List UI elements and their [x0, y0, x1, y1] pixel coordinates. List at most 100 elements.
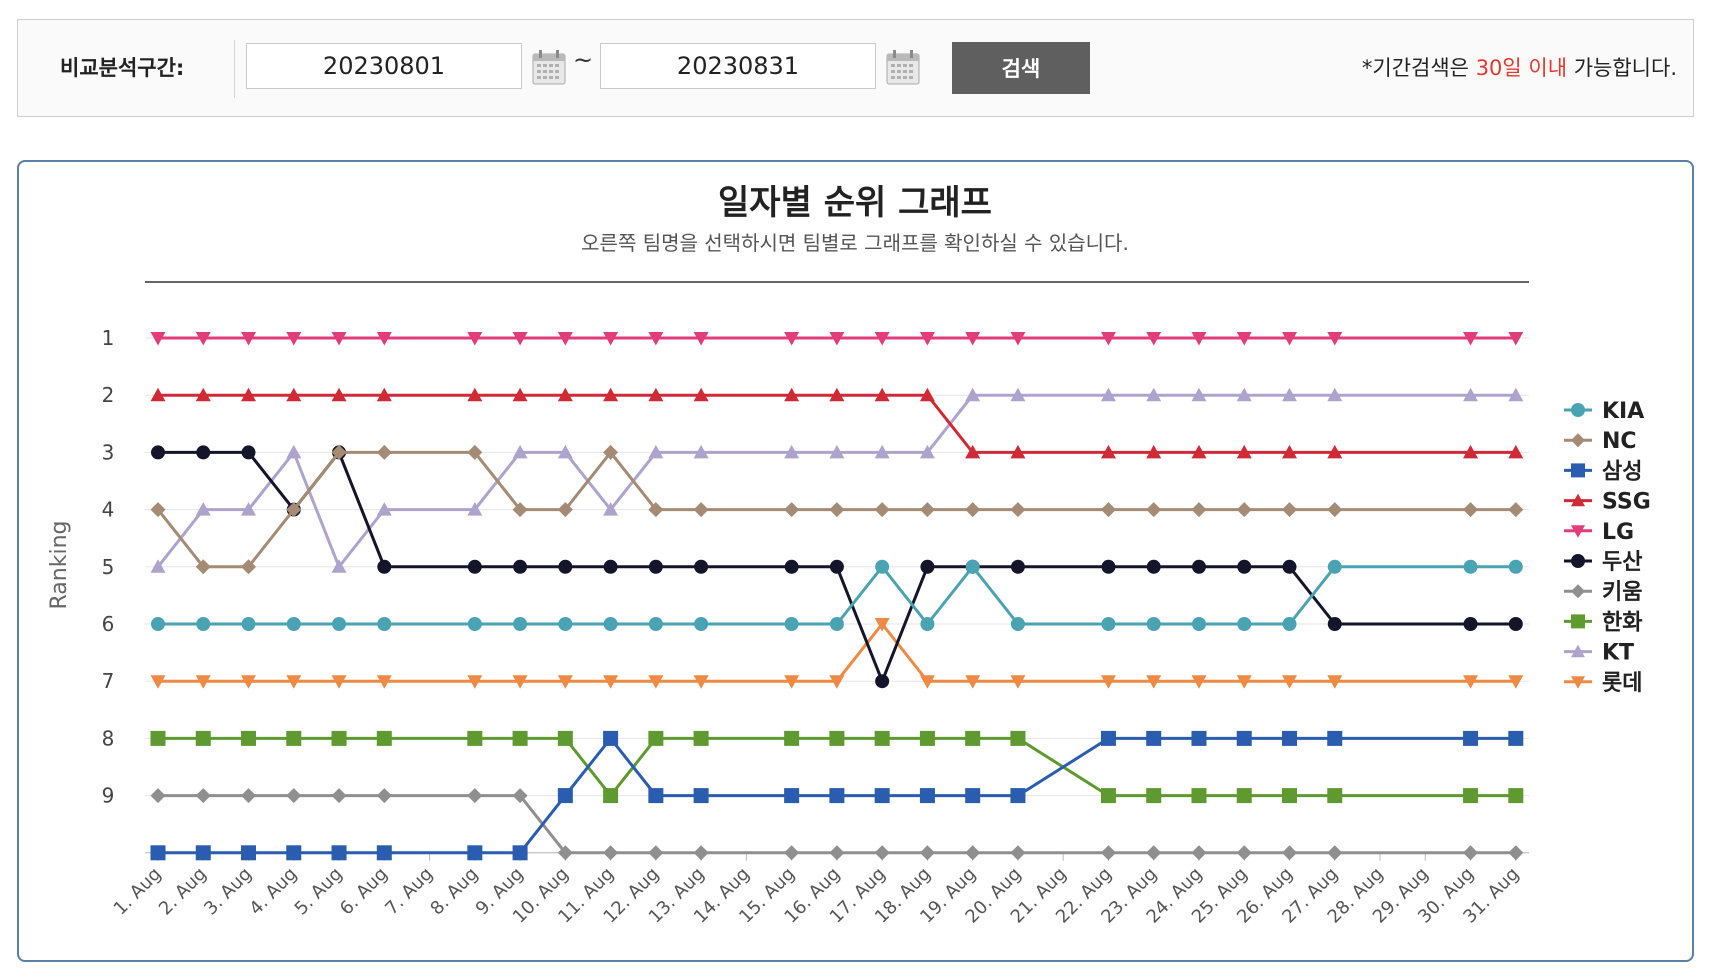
data-point[interactable] [784, 444, 800, 459]
data-point[interactable] [693, 730, 709, 746]
data-point[interactable] [1191, 730, 1207, 746]
data-point[interactable] [512, 675, 528, 689]
data-point[interactable] [1282, 444, 1297, 459]
data-point[interactable] [467, 845, 483, 861]
data-point[interactable] [1191, 444, 1207, 459]
data-point[interactable] [694, 617, 709, 631]
legend-item-키움[interactable]: 키움 [1564, 580, 1642, 605]
data-point[interactable] [1282, 675, 1297, 689]
data-point[interactable] [1327, 617, 1342, 631]
data-point[interactable] [331, 387, 347, 402]
data-point[interactable] [693, 387, 709, 402]
data-point[interactable] [1508, 845, 1524, 861]
data-point[interactable] [1191, 788, 1207, 804]
series-LG[interactable] [150, 332, 1524, 346]
data-point[interactable] [331, 559, 347, 573]
data-point[interactable] [1571, 403, 1585, 417]
data-point[interactable] [648, 502, 664, 518]
data-point[interactable] [784, 502, 800, 518]
series-line[interactable] [158, 450, 1516, 683]
data-point[interactable] [376, 502, 392, 516]
data-point[interactable] [1282, 502, 1297, 518]
data-point[interactable] [919, 788, 935, 804]
data-point[interactable] [1146, 387, 1162, 402]
data-point[interactable] [693, 788, 709, 804]
data-point[interactable] [1327, 845, 1343, 861]
data-point[interactable] [829, 675, 845, 689]
data-point[interactable] [286, 675, 302, 689]
data-point[interactable] [1463, 502, 1479, 518]
data-point[interactable] [241, 387, 257, 402]
data-point[interactable] [874, 788, 890, 804]
data-point[interactable] [1571, 463, 1585, 478]
data-point[interactable] [919, 675, 935, 689]
data-point[interactable] [1463, 788, 1479, 804]
data-point[interactable] [1101, 617, 1116, 631]
series-두산[interactable] [151, 445, 1523, 689]
legend-label[interactable]: LG [1602, 520, 1634, 545]
data-point[interactable] [875, 674, 890, 689]
data-point[interactable] [195, 730, 211, 746]
data-point[interactable] [1236, 387, 1252, 402]
data-point[interactable] [557, 675, 573, 689]
data-point[interactable] [1146, 730, 1162, 746]
data-point[interactable] [195, 502, 211, 516]
data-point[interactable] [1463, 845, 1479, 861]
data-point[interactable] [784, 675, 800, 689]
data-point[interactable] [919, 387, 935, 402]
legend-label[interactable]: 롯데 [1602, 671, 1642, 696]
data-point[interactable] [376, 387, 392, 402]
data-point[interactable] [1010, 788, 1026, 804]
data-point[interactable] [874, 332, 890, 346]
end-date-input[interactable] [600, 43, 876, 89]
data-point[interactable] [1571, 433, 1585, 448]
legend-label[interactable]: KIA [1602, 399, 1644, 424]
data-point[interactable] [1508, 730, 1524, 746]
data-point[interactable] [1327, 332, 1343, 346]
series-롯데[interactable] [150, 618, 1524, 689]
data-point[interactable] [151, 617, 165, 631]
data-point[interactable] [195, 675, 211, 689]
data-point[interactable] [1327, 730, 1343, 746]
data-point[interactable] [919, 444, 935, 459]
data-point[interactable] [965, 788, 981, 804]
data-point[interactable] [286, 617, 301, 631]
legend-item-SSG[interactable]: SSG [1564, 490, 1651, 515]
data-point[interactable] [150, 730, 166, 746]
data-point[interactable] [784, 332, 800, 346]
data-point[interactable] [829, 617, 844, 631]
data-point[interactable] [1282, 788, 1297, 804]
data-point[interactable] [558, 559, 573, 574]
data-point[interactable] [919, 502, 935, 518]
legend-item-NC[interactable]: NC [1564, 429, 1637, 454]
data-point[interactable] [1508, 387, 1524, 402]
data-point[interactable] [1191, 845, 1207, 861]
data-point[interactable] [512, 387, 528, 402]
data-point[interactable] [286, 788, 302, 804]
data-point[interactable] [648, 332, 664, 346]
legend-item-LG[interactable]: LG [1564, 520, 1634, 545]
data-point[interactable] [1571, 644, 1585, 658]
data-point[interactable] [467, 730, 483, 746]
data-point[interactable] [1101, 559, 1116, 574]
data-point[interactable] [1571, 614, 1585, 629]
data-point[interactable] [241, 617, 256, 631]
data-point[interactable] [648, 730, 664, 746]
data-point[interactable] [1282, 332, 1297, 346]
data-point[interactable] [965, 559, 980, 574]
legend-label[interactable]: SSG [1602, 490, 1651, 515]
data-point[interactable] [1010, 730, 1026, 746]
data-point[interactable] [1463, 730, 1479, 746]
data-point[interactable] [467, 617, 482, 631]
series-SSG[interactable] [150, 387, 1524, 459]
series-line[interactable] [156, 450, 1516, 569]
data-point[interactable] [1100, 502, 1116, 518]
data-point[interactable] [1191, 675, 1207, 689]
data-point[interactable] [965, 444, 981, 459]
data-point[interactable] [512, 502, 528, 518]
legend-label[interactable]: KT [1602, 641, 1634, 666]
data-point[interactable] [331, 675, 347, 689]
data-point[interactable] [1010, 444, 1026, 459]
data-point[interactable] [693, 502, 709, 518]
legend-item-KIA[interactable]: KIA [1564, 399, 1644, 424]
